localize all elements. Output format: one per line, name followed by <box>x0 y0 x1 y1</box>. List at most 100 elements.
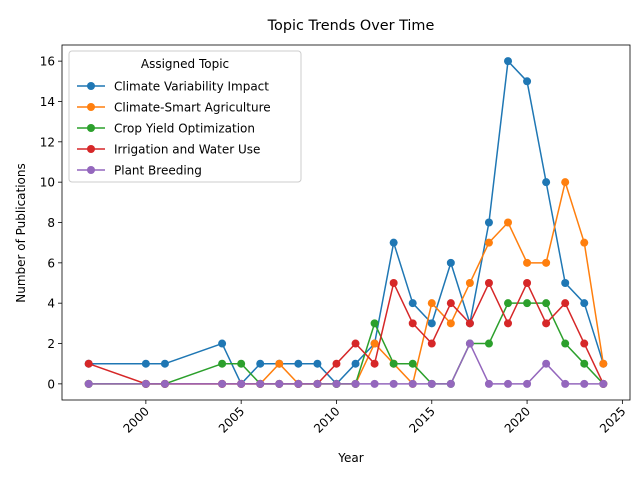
data-point <box>446 258 455 267</box>
data-point <box>599 379 608 388</box>
data-point <box>256 359 265 368</box>
legend-marker <box>87 145 95 153</box>
y-tick-label: 0 <box>47 377 55 391</box>
y-tick-label: 4 <box>47 297 55 311</box>
data-point <box>484 339 493 348</box>
data-point <box>504 57 513 66</box>
data-point <box>446 379 455 388</box>
x-tick-label: 2005 <box>216 404 247 435</box>
data-point <box>599 359 608 368</box>
legend-marker <box>87 124 95 132</box>
y-tick-label: 16 <box>40 55 55 69</box>
data-point <box>141 379 150 388</box>
data-point <box>465 279 474 288</box>
data-point <box>332 379 341 388</box>
legend: Assigned Topic Climate Variability Impact… <box>68 50 302 183</box>
data-point <box>313 379 322 388</box>
data-point <box>160 359 169 368</box>
data-point <box>427 379 436 388</box>
data-point <box>275 379 284 388</box>
y-axis-label: Number of Publications <box>14 163 28 303</box>
data-point <box>408 359 417 368</box>
y-tick-label: 6 <box>47 256 55 270</box>
data-point <box>84 379 93 388</box>
y-tick-label: 10 <box>40 176 55 190</box>
legend-title: Assigned Topic <box>141 57 229 71</box>
series-plant-breeding <box>84 339 608 388</box>
legend-item: Climate Variability Impact <box>77 80 269 94</box>
data-point <box>294 359 303 368</box>
data-point <box>427 299 436 308</box>
data-point <box>218 359 227 368</box>
data-point <box>504 379 513 388</box>
data-point <box>275 359 284 368</box>
data-point <box>294 379 303 388</box>
series-line <box>88 302 604 385</box>
data-point <box>237 379 246 388</box>
legend-box <box>68 50 302 183</box>
x-tick-label: 2025 <box>597 404 628 435</box>
legend-item: Irrigation and Water Use <box>77 143 260 157</box>
legend-label: Climate-Smart Agriculture <box>114 101 271 115</box>
data-point <box>427 339 436 348</box>
data-point <box>542 299 551 308</box>
data-point <box>561 339 570 348</box>
data-point <box>389 279 398 288</box>
data-point <box>484 379 493 388</box>
data-point <box>484 238 493 247</box>
x-tick-label: 2010 <box>311 404 342 435</box>
data-point <box>370 319 379 328</box>
series-line <box>88 60 605 385</box>
data-point <box>141 359 150 368</box>
data-point <box>523 258 532 267</box>
data-point <box>484 218 493 227</box>
data-point <box>561 178 570 187</box>
chart-title: Topic Trends Over Time <box>267 18 435 34</box>
legend-label: Crop Yield Optimization <box>114 122 255 136</box>
y-tick-label: 12 <box>40 135 55 149</box>
data-point <box>465 339 474 348</box>
data-point <box>484 279 493 288</box>
data-point <box>218 339 227 348</box>
x-tick-label: 2000 <box>120 404 151 435</box>
data-point <box>256 379 265 388</box>
series-irrigation-and-water-use <box>84 279 608 388</box>
data-point <box>370 379 379 388</box>
legend-marker <box>87 103 95 111</box>
data-point <box>504 218 513 227</box>
data-point <box>561 379 570 388</box>
legend-marker <box>87 82 95 90</box>
data-point <box>351 379 360 388</box>
legend-label: Irrigation and Water Use <box>114 143 260 157</box>
data-point <box>446 319 455 328</box>
data-point <box>389 359 398 368</box>
y-tick-label: 8 <box>47 216 55 230</box>
data-point <box>580 299 589 308</box>
legend-label: Plant Breeding <box>114 164 202 178</box>
data-point <box>160 379 169 388</box>
legend-item: Plant Breeding <box>77 164 202 178</box>
legend-item: Crop Yield Optimization <box>77 122 255 136</box>
data-point <box>580 359 589 368</box>
x-axis-label: Year <box>337 451 363 465</box>
series-line <box>88 282 604 385</box>
legend-marker <box>87 166 95 174</box>
data-point <box>218 379 227 388</box>
data-point <box>580 238 589 247</box>
y-tick-label: 14 <box>40 95 55 109</box>
y-tick-label: 2 <box>47 337 55 351</box>
data-point <box>408 299 417 308</box>
data-point <box>542 178 551 187</box>
data-point <box>523 279 532 288</box>
data-point <box>408 379 417 388</box>
data-point <box>408 319 417 328</box>
data-point <box>523 299 532 308</box>
data-point <box>523 77 532 86</box>
data-point <box>504 299 513 308</box>
legend-label: Climate Variability Impact <box>114 80 269 94</box>
x-tick-label: 2020 <box>502 404 533 435</box>
data-point <box>237 359 246 368</box>
data-point <box>351 339 360 348</box>
data-point <box>542 319 551 328</box>
